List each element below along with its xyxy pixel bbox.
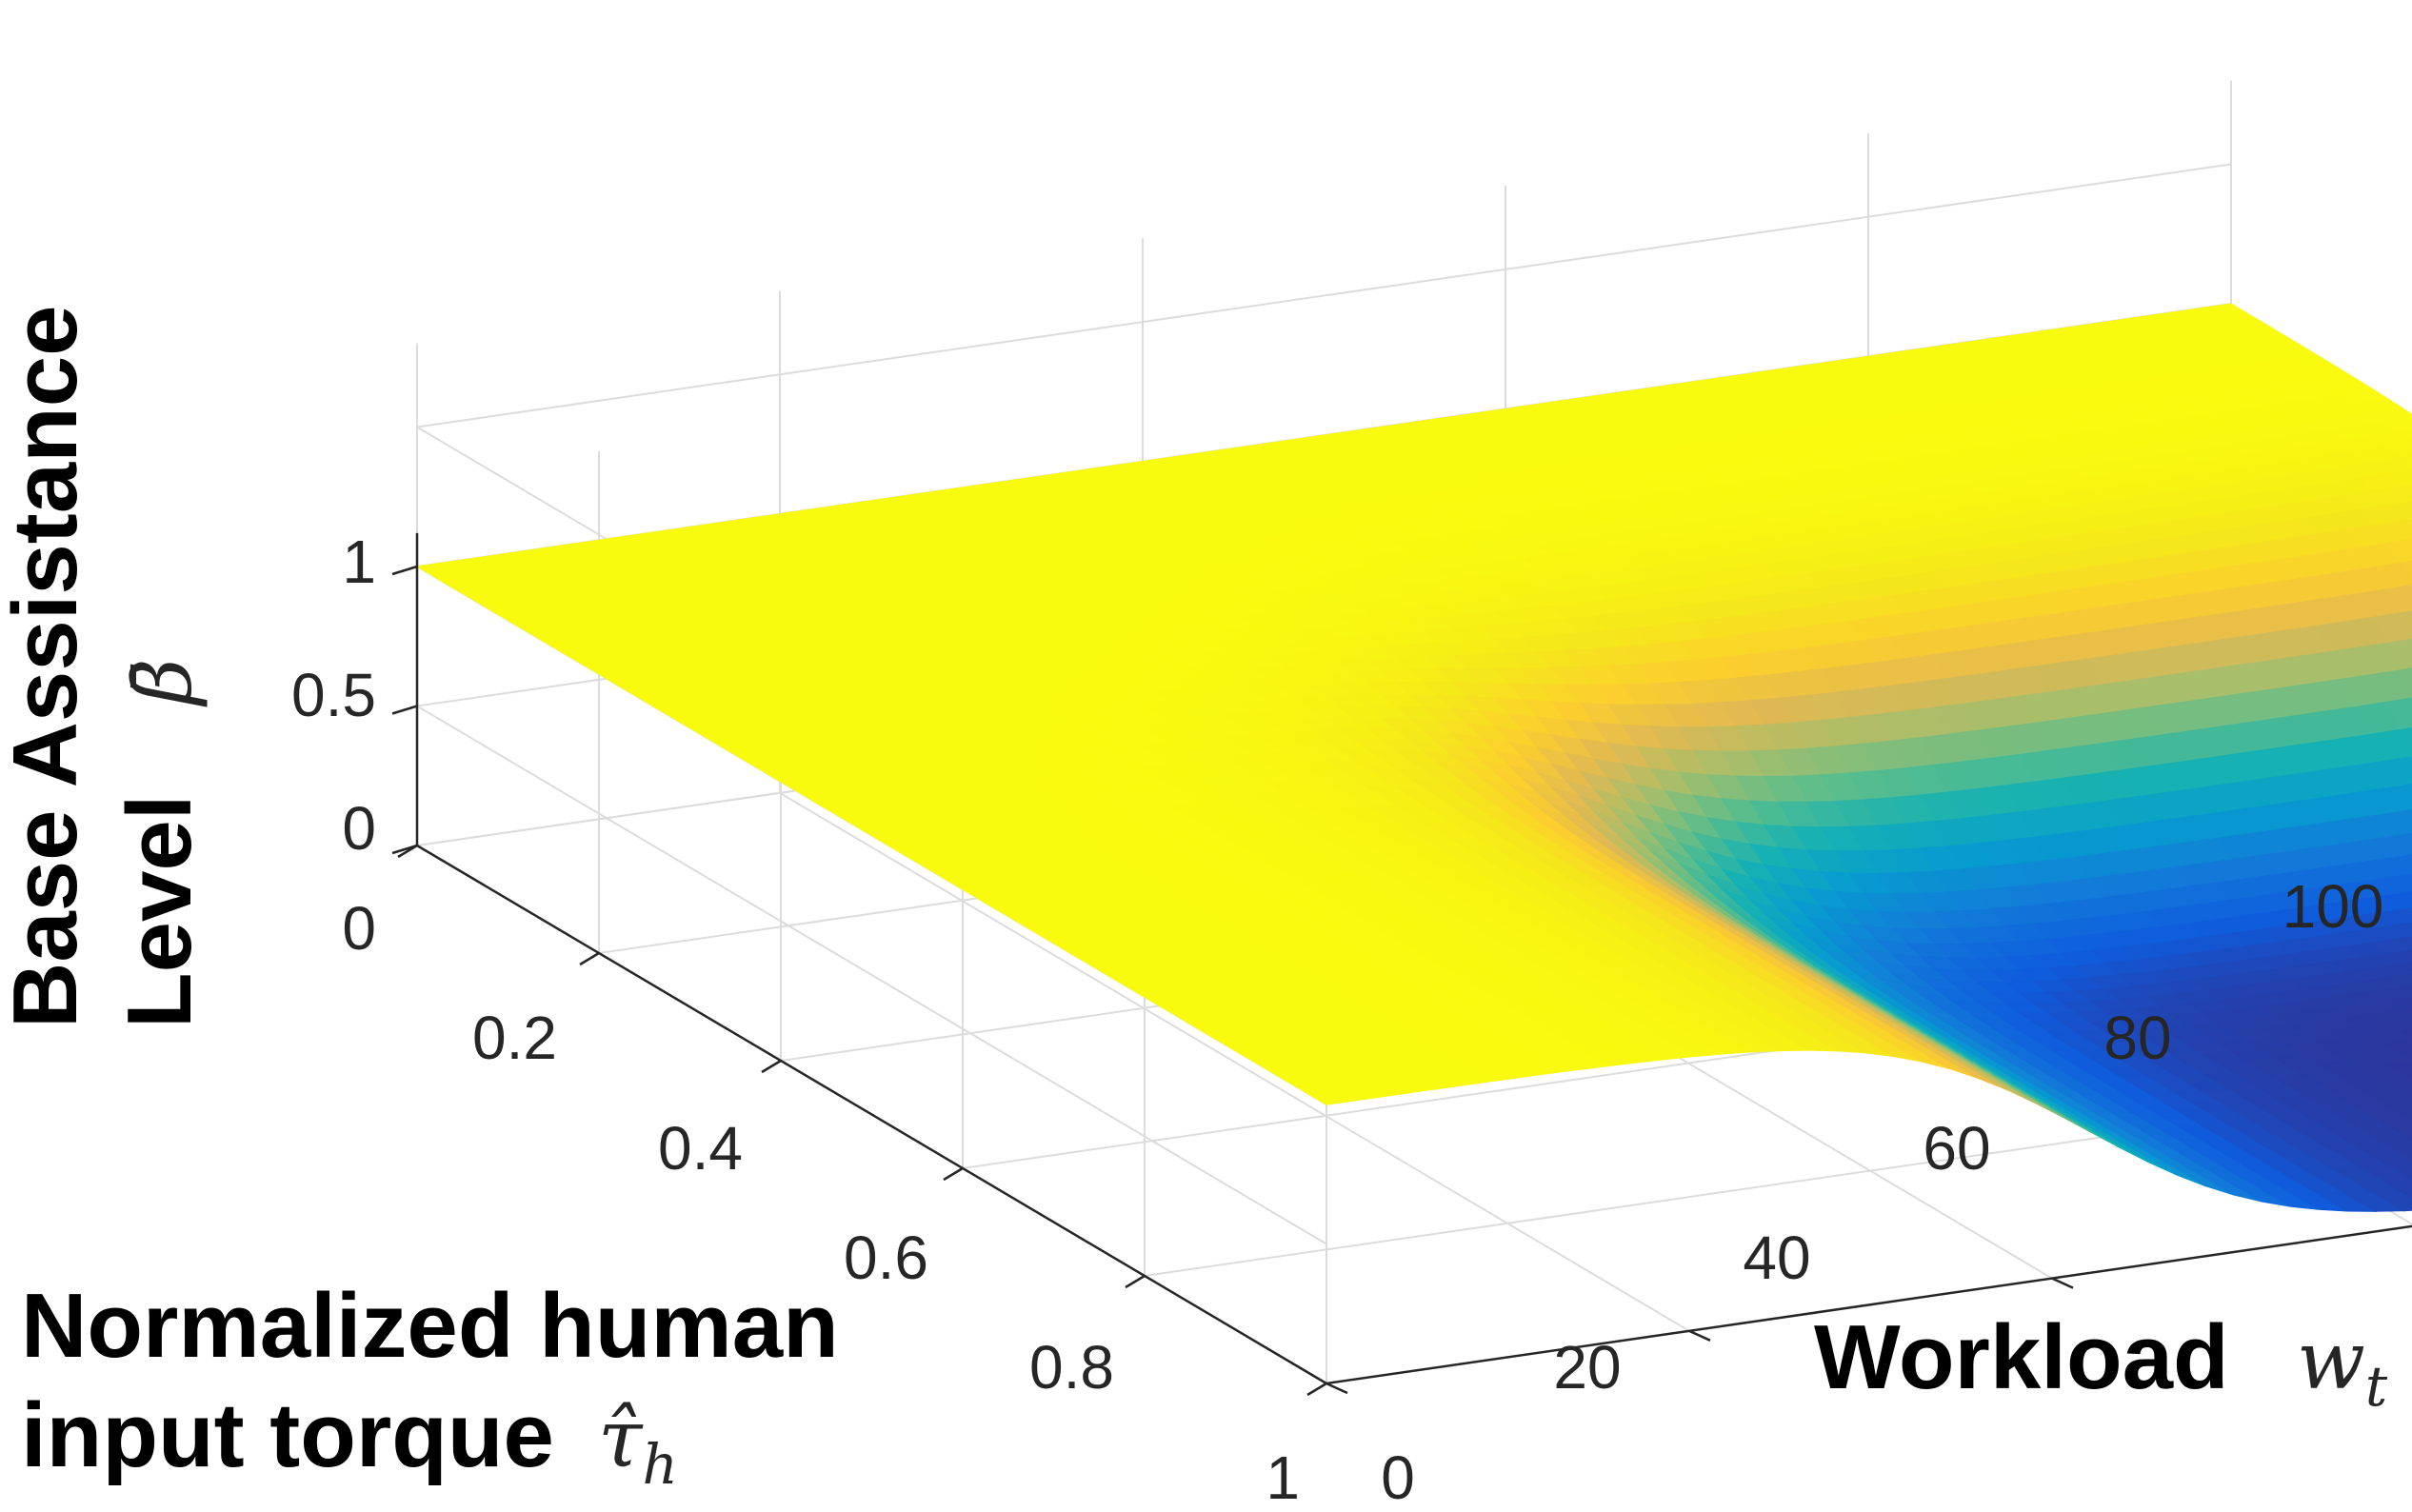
x-tick-label-40: 40	[1743, 1224, 1810, 1292]
z-axis-title-line2: Level	[109, 795, 210, 1028]
y-tick-label-0.2: 0.2	[472, 1004, 557, 1072]
z-tick-label-0.5: 0.5	[291, 661, 376, 729]
x-tick-mark	[1688, 1329, 1711, 1342]
grid-line-side-z	[416, 705, 1327, 1245]
y-tick-label-1: 1	[1266, 1443, 1300, 1512]
z-tick-mark	[391, 705, 418, 715]
z-tick-label-1: 1	[342, 527, 376, 596]
z-axis-symbol: β̄	[116, 658, 209, 707]
z-axis-title: Base Assistance Level β̄	[0, 305, 210, 1028]
y-tick-label-0.6: 0.6	[844, 1224, 928, 1292]
z-axis-title-line1: Base Assistance	[0, 305, 96, 1028]
z-tick-mark	[391, 565, 418, 576]
y-tick-mark	[761, 1059, 782, 1074]
y-tick-mark	[1306, 1382, 1327, 1397]
surface	[415, 303, 2412, 1212]
y-tick-label-0: 0	[342, 894, 376, 963]
x-tick-mark	[2051, 1277, 2074, 1289]
y-tick-label-0.4: 0.4	[658, 1114, 743, 1183]
z-tick-label-0: 0	[342, 794, 376, 863]
grid-line-back-z	[416, 163, 2232, 428]
y-axis-symbol: τ̂h	[598, 1392, 678, 1497]
x-tick-mark	[1326, 1382, 1348, 1395]
y-tick-mark	[1125, 1274, 1146, 1289]
x-tick-label-0: 0	[1381, 1443, 1415, 1512]
x-axis-symbol: wt	[2297, 1314, 2388, 1419]
y-axis-title-line1: Normalized human	[21, 1275, 839, 1377]
x-tick-label-60: 60	[1923, 1114, 1990, 1183]
grid-line-floor-w	[779, 791, 1690, 1332]
x-tick-label-80: 80	[2103, 1004, 2171, 1072]
x-tick-label-20: 20	[1553, 1333, 1621, 1402]
y-tick-label-0.8: 0.8	[1029, 1333, 1114, 1402]
x-tick-label-100: 100	[2282, 872, 2384, 941]
grid-line-floor-t	[1144, 1091, 2412, 1277]
x-axis-title: Workload	[1814, 1306, 2229, 1408]
y-axis-title-line2: input torque	[21, 1384, 554, 1486]
y-tick-mark	[579, 951, 600, 966]
y-tick-mark	[943, 1166, 964, 1182]
